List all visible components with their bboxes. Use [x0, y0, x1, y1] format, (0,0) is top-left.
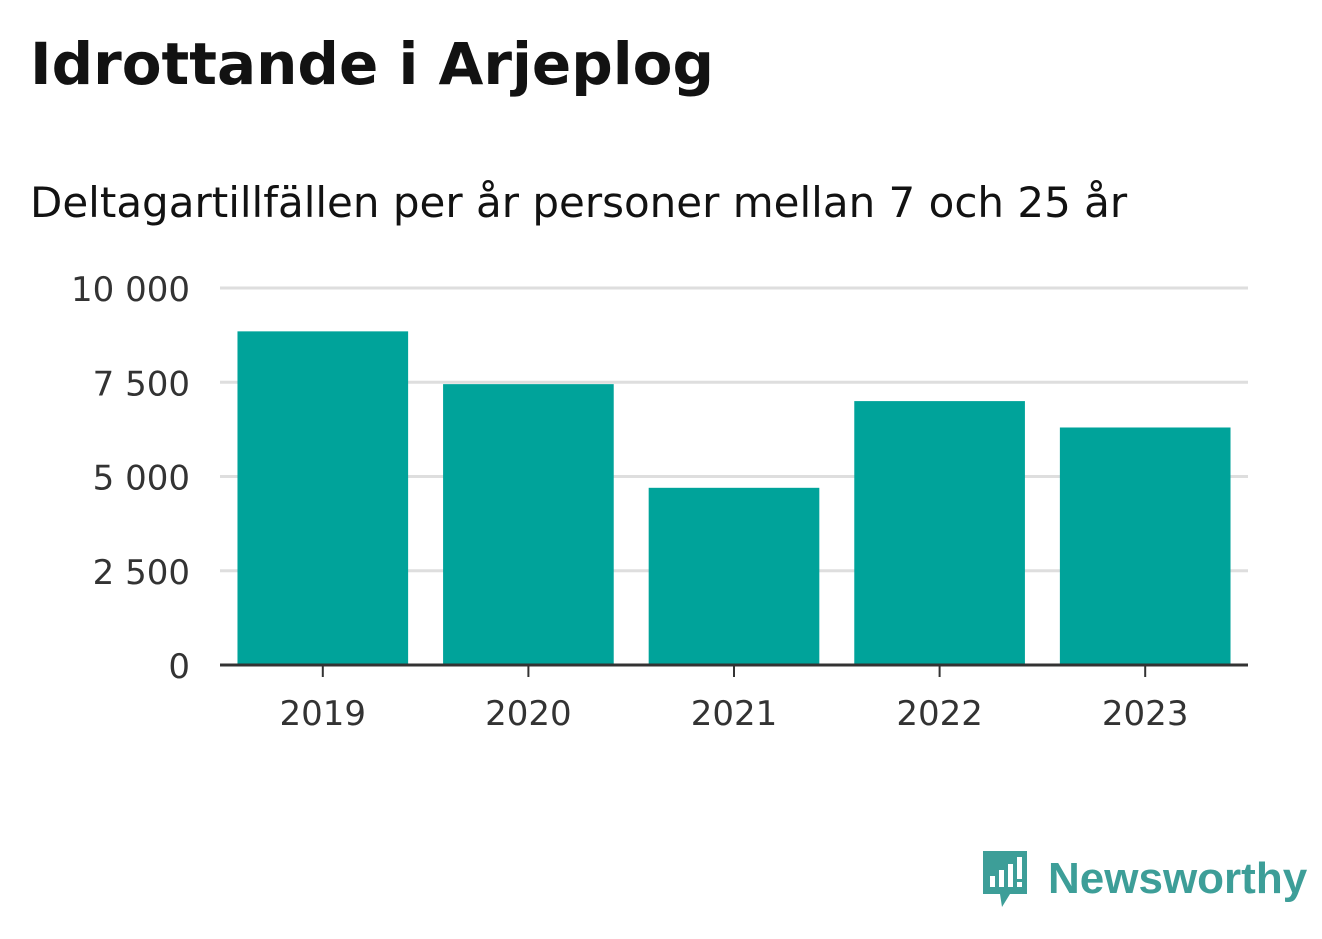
y-tick-label: 7 500 [93, 364, 190, 404]
newsworthy-chart-bubble-icon [983, 851, 1027, 907]
bar [237, 331, 409, 665]
chart-title: Idrottande i Arjeplog [30, 30, 715, 98]
x-tick-label: 2020 [485, 694, 572, 734]
bar [854, 401, 1025, 665]
x-tick-label: 2021 [691, 694, 778, 734]
x-tick-label: 2022 [896, 694, 983, 734]
y-tick-label: 10 000 [71, 270, 190, 310]
y-tick-label: 0 [168, 647, 190, 687]
x-tick-label: 2019 [280, 694, 367, 734]
y-tick-label: 5 000 [93, 459, 190, 499]
axes: 0 2 500 5 000 7 500 10 000 2019 2020 2021 2022 20… [71, 270, 1248, 734]
x-tick-label: 2023 [1102, 694, 1189, 734]
bar [1059, 427, 1231, 665]
bar [443, 384, 614, 665]
bars [237, 331, 1231, 665]
newsworthy-logo-text: Newsworthy [1048, 854, 1308, 903]
chart-subtitle: Deltagartillfällen per år personer mella… [30, 178, 1128, 227]
newsworthy-logo: Newsworthy [980, 848, 1307, 910]
bar [648, 487, 820, 665]
y-tick-label: 2 500 [93, 553, 190, 593]
